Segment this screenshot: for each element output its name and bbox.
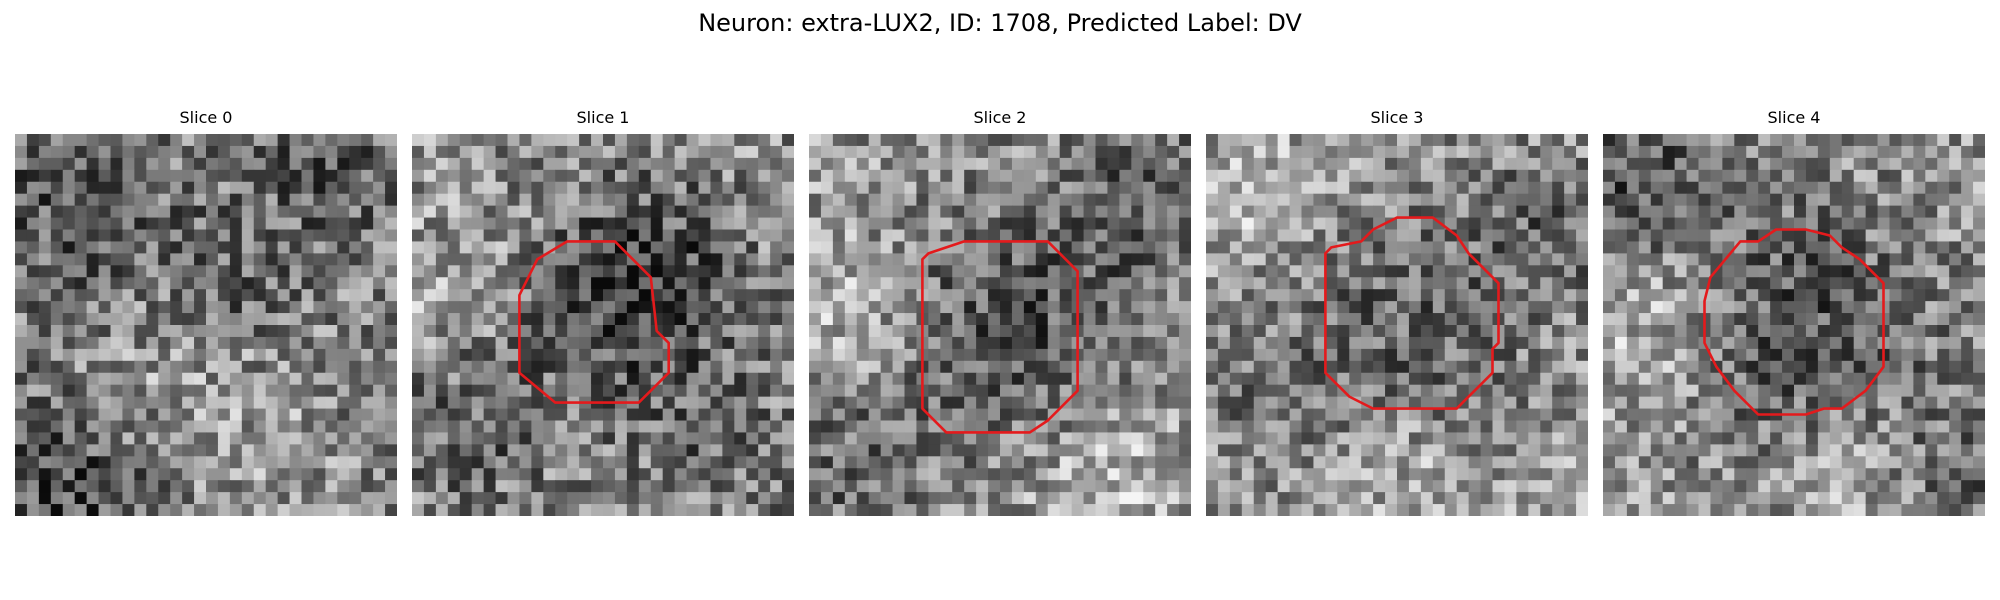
slice-title: Slice 4 <box>1767 108 1821 127</box>
slice-panel-1: Slice 1 <box>412 108 794 516</box>
slice-image <box>1206 134 1588 516</box>
slice-title: Slice 3 <box>1370 108 1424 127</box>
neuron-contour <box>1324 216 1500 410</box>
slice-panel-4: Slice 4 <box>1603 108 1985 516</box>
slice-panel-0: Slice 0 <box>15 108 397 516</box>
neuron-contour <box>518 240 671 404</box>
figure-title: Neuron: extra-LUX2, ID: 1708, Predicted … <box>698 9 1302 37</box>
slice-title: Slice 1 <box>576 108 630 127</box>
neuron-contour <box>921 240 1079 434</box>
slice-image <box>1603 134 1985 516</box>
neuron-contour <box>1703 228 1885 416</box>
slice-title: Slice 2 <box>973 108 1027 127</box>
slice-title: Slice 0 <box>179 108 233 127</box>
slice-panel-3: Slice 3 <box>1206 108 1588 516</box>
slice-image <box>809 134 1191 516</box>
slice-image <box>15 134 397 516</box>
slice-image <box>412 134 794 516</box>
slice-panel-2: Slice 2 <box>809 108 1191 516</box>
